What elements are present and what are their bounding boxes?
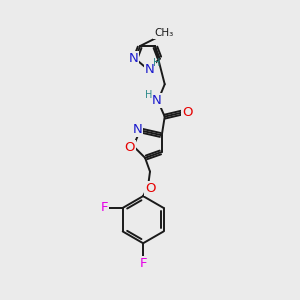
Text: F: F bbox=[100, 201, 108, 214]
Text: H: H bbox=[145, 90, 153, 100]
Text: CH₃: CH₃ bbox=[154, 28, 173, 38]
Text: O: O bbox=[145, 182, 155, 195]
Text: N: N bbox=[132, 123, 142, 136]
Text: N: N bbox=[128, 52, 138, 65]
Text: H: H bbox=[153, 58, 161, 68]
Text: N: N bbox=[152, 94, 162, 107]
Text: N: N bbox=[145, 63, 155, 76]
Text: O: O bbox=[124, 141, 135, 154]
Text: F: F bbox=[140, 257, 147, 270]
Text: O: O bbox=[182, 106, 193, 119]
